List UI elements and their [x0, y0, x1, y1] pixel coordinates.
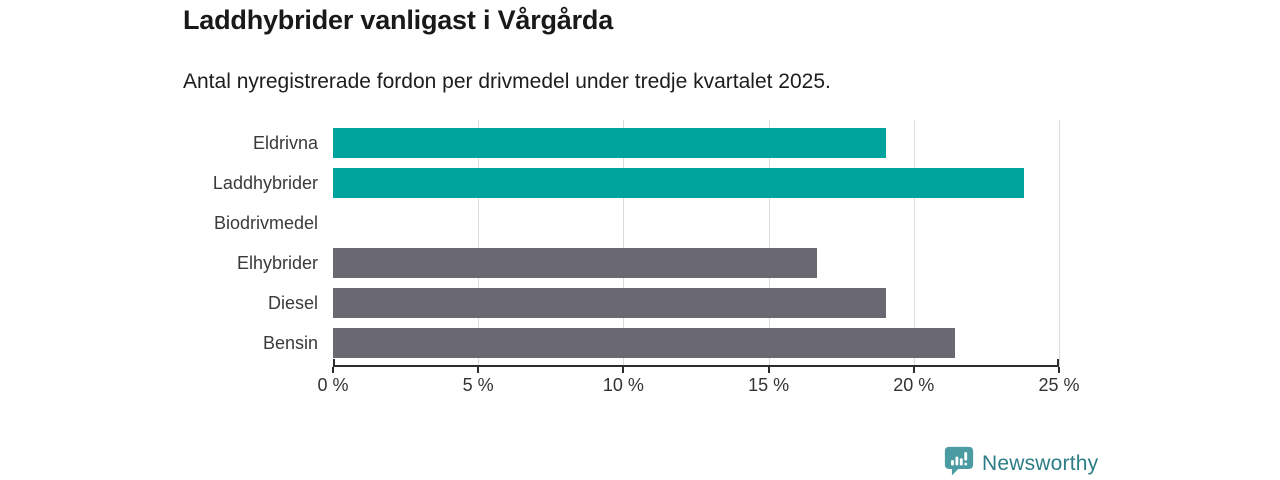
x-tick-label-25: 25 %: [1038, 375, 1080, 395]
bar-diesel: [333, 288, 887, 318]
x-tick-label-0: 0 %: [317, 375, 349, 395]
category-label-biodrivmedel: Biodrivmedel: [213, 213, 318, 233]
x-tick-label-10: 10 %: [602, 375, 644, 395]
x-tick-label-15: 15 %: [748, 375, 790, 395]
newsworthy-logo-icon: [944, 446, 974, 480]
x-axis-tick-20: [912, 367, 915, 373]
x-axis-tick-10: [622, 367, 625, 373]
category-label-eldrivna: Eldrivna: [252, 133, 318, 153]
gridline-10: [623, 120, 625, 366]
gridline-15: [768, 120, 770, 366]
brand-name: Newsworthy: [982, 451, 1099, 475]
x-tick-label-20: 20 %: [893, 375, 935, 395]
x-axis-tick-15: [767, 367, 770, 373]
bar-eldrivna: [333, 128, 887, 158]
x-axis-tick-25: [1058, 367, 1060, 373]
x-axis-end-stub-1: [1057, 359, 1059, 365]
category-label-elhybrider: Elhybrider: [236, 253, 318, 273]
chart-subtitle: Antal nyregistrerade fordon per drivmede…: [183, 70, 831, 93]
x-axis-line: [333, 365, 1059, 367]
bar-laddhybrider: [333, 168, 1025, 198]
chart-title: Laddhybrider vanligast i Vårgårda: [183, 5, 614, 35]
brand-footer: Newsworthy: [944, 446, 1098, 480]
x-axis-tick-5: [477, 367, 480, 373]
x-axis-tick-0: [332, 367, 334, 373]
x-axis-end-stub-0: [333, 359, 335, 365]
category-label-diesel: Diesel: [267, 293, 318, 313]
gridline-5: [478, 120, 480, 366]
gridline-25: [1059, 120, 1060, 366]
category-label-laddhybrider: Laddhybrider: [212, 173, 318, 193]
gridline-20: [913, 120, 915, 366]
bar-elhybrider: [333, 248, 818, 278]
bar-bensin: [333, 328, 956, 358]
x-tick-label-5: 5 %: [462, 375, 494, 395]
category-label-bensin: Bensin: [262, 333, 318, 353]
